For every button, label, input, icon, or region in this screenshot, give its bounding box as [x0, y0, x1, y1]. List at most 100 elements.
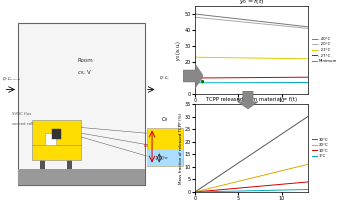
- 30°C: [295, 122, 299, 125]
- - 40°C: [288, 24, 292, 26]
- Minimum: [262, 81, 266, 84]
- 30°C: [260, 146, 264, 148]
- 10°C: [193, 191, 197, 193]
- Minimum: [193, 82, 197, 84]
- Y-axis label: $y_0$ (a.u.): $y_0$ (a.u.): [174, 39, 183, 61]
- 20°C: [295, 166, 299, 168]
- 10°C: [295, 182, 299, 184]
- - 20°C: [295, 26, 299, 29]
- 10°C: [306, 181, 310, 183]
- Bar: [32, 120, 81, 145]
- Polygon shape: [238, 91, 258, 109]
- - 20°C: [193, 16, 197, 18]
- 30°C: [306, 115, 310, 118]
- 10°C: [193, 191, 197, 193]
- 10°C: [288, 182, 292, 185]
- Line: 20°C: 20°C: [195, 164, 308, 192]
- 1°C: [288, 189, 292, 191]
- Text: $Q \cdot C_a$: $Q \cdot C_a$: [159, 75, 170, 82]
- Polygon shape: [183, 64, 203, 88]
- Point: [195, 73, 200, 76]
- 30°C: [262, 145, 266, 147]
- - 40°C: [262, 21, 266, 23]
- 1°C: [193, 191, 197, 193]
- 10°C: [260, 185, 264, 187]
- Bar: [45, 133, 56, 145]
- Legend: - 40°C, - 20°C, - 23°C, - 27°C, Minimum: - 40°C, - 20°C, - 23°C, - 27°C, Minimum: [311, 35, 338, 65]
- 1°C: [260, 189, 264, 192]
- - 23°C: [306, 58, 310, 60]
- Line: 1°C: 1°C: [195, 189, 308, 192]
- 1°C: [193, 191, 197, 193]
- 30°C: [193, 191, 197, 193]
- - 27°C: [193, 77, 197, 79]
- - 40°C: [295, 24, 299, 27]
- Bar: [147, 150, 183, 166]
- Text: $c_R$, V: $c_R$, V: [77, 68, 93, 77]
- Minimum: [193, 82, 197, 84]
- 20°C: [306, 163, 310, 166]
- Line: 10°C: 10°C: [195, 182, 308, 192]
- Minimum: [295, 81, 299, 84]
- Text: $C_R$: $C_R$: [161, 115, 169, 124]
- 20°C: [260, 174, 264, 177]
- - 23°C: [295, 57, 299, 60]
- - 40°C: [260, 20, 264, 23]
- - 40°C: [193, 13, 197, 15]
- Line: - 27°C: - 27°C: [195, 77, 308, 78]
- Title: TCPP released from material = f(t): TCPP released from material = f(t): [206, 97, 297, 102]
- Bar: [147, 128, 183, 166]
- - 27°C: [295, 76, 299, 78]
- 20°C: [260, 174, 264, 177]
- - 20°C: [262, 23, 266, 25]
- - 20°C: [306, 27, 310, 30]
- Bar: [18, 169, 145, 184]
- Title: $y_0 = f(t)$: $y_0 = f(t)$: [239, 0, 264, 6]
- Text: sorbed cell: sorbed cell: [12, 122, 34, 126]
- Point: [199, 80, 205, 83]
- - 20°C: [260, 23, 264, 25]
- - 23°C: [260, 57, 264, 59]
- 1°C: [306, 188, 310, 191]
- Text: Room: Room: [77, 58, 93, 64]
- Line: Minimum: Minimum: [195, 82, 308, 83]
- Minimum: [288, 81, 292, 84]
- - 40°C: [306, 26, 310, 28]
- - 20°C: [260, 23, 264, 25]
- Text: $Q \cdot C_{a,in+Q}$: $Q \cdot C_{a,in+Q}$: [2, 75, 21, 82]
- 20°C: [193, 191, 197, 193]
- Line: 30°C: 30°C: [195, 117, 308, 192]
- - 40°C: [260, 20, 264, 23]
- Bar: [18, 23, 145, 184]
- Y-axis label: Mass fraction of released TCPP (%): Mass fraction of released TCPP (%): [179, 112, 183, 184]
- - 23°C: [193, 56, 197, 58]
- - 23°C: [288, 57, 292, 60]
- 10°C: [262, 185, 266, 187]
- - 27°C: [288, 76, 292, 79]
- Minimum: [306, 81, 310, 84]
- Minimum: [260, 81, 264, 84]
- 30°C: [288, 127, 292, 130]
- Bar: [52, 129, 62, 139]
- Line: - 40°C: - 40°C: [195, 14, 308, 27]
- Text: $y_0$: $y_0$: [143, 143, 149, 150]
- Bar: [40, 160, 45, 169]
- 20°C: [262, 174, 266, 176]
- 1°C: [260, 189, 264, 192]
- Line: - 20°C: - 20°C: [195, 17, 308, 28]
- X-axis label: Time (years): Time (years): [236, 105, 267, 110]
- - 20°C: [288, 25, 292, 28]
- Bar: [32, 145, 81, 160]
- 1°C: [262, 189, 266, 192]
- Line: - 23°C: - 23°C: [195, 57, 308, 59]
- - 23°C: [262, 57, 266, 59]
- Text: SVOC flux: SVOC flux: [12, 112, 32, 116]
- 30°C: [193, 191, 197, 193]
- - 23°C: [260, 57, 264, 59]
- - 27°C: [193, 77, 197, 79]
- Legend: 30°C, 20°C, 10°C, 1°C: 30°C, 20°C, 10°C, 1°C: [311, 136, 330, 160]
- Minimum: [260, 81, 264, 84]
- 30°C: [260, 146, 264, 149]
- - 40°C: [193, 13, 197, 15]
- Bar: [67, 160, 72, 169]
